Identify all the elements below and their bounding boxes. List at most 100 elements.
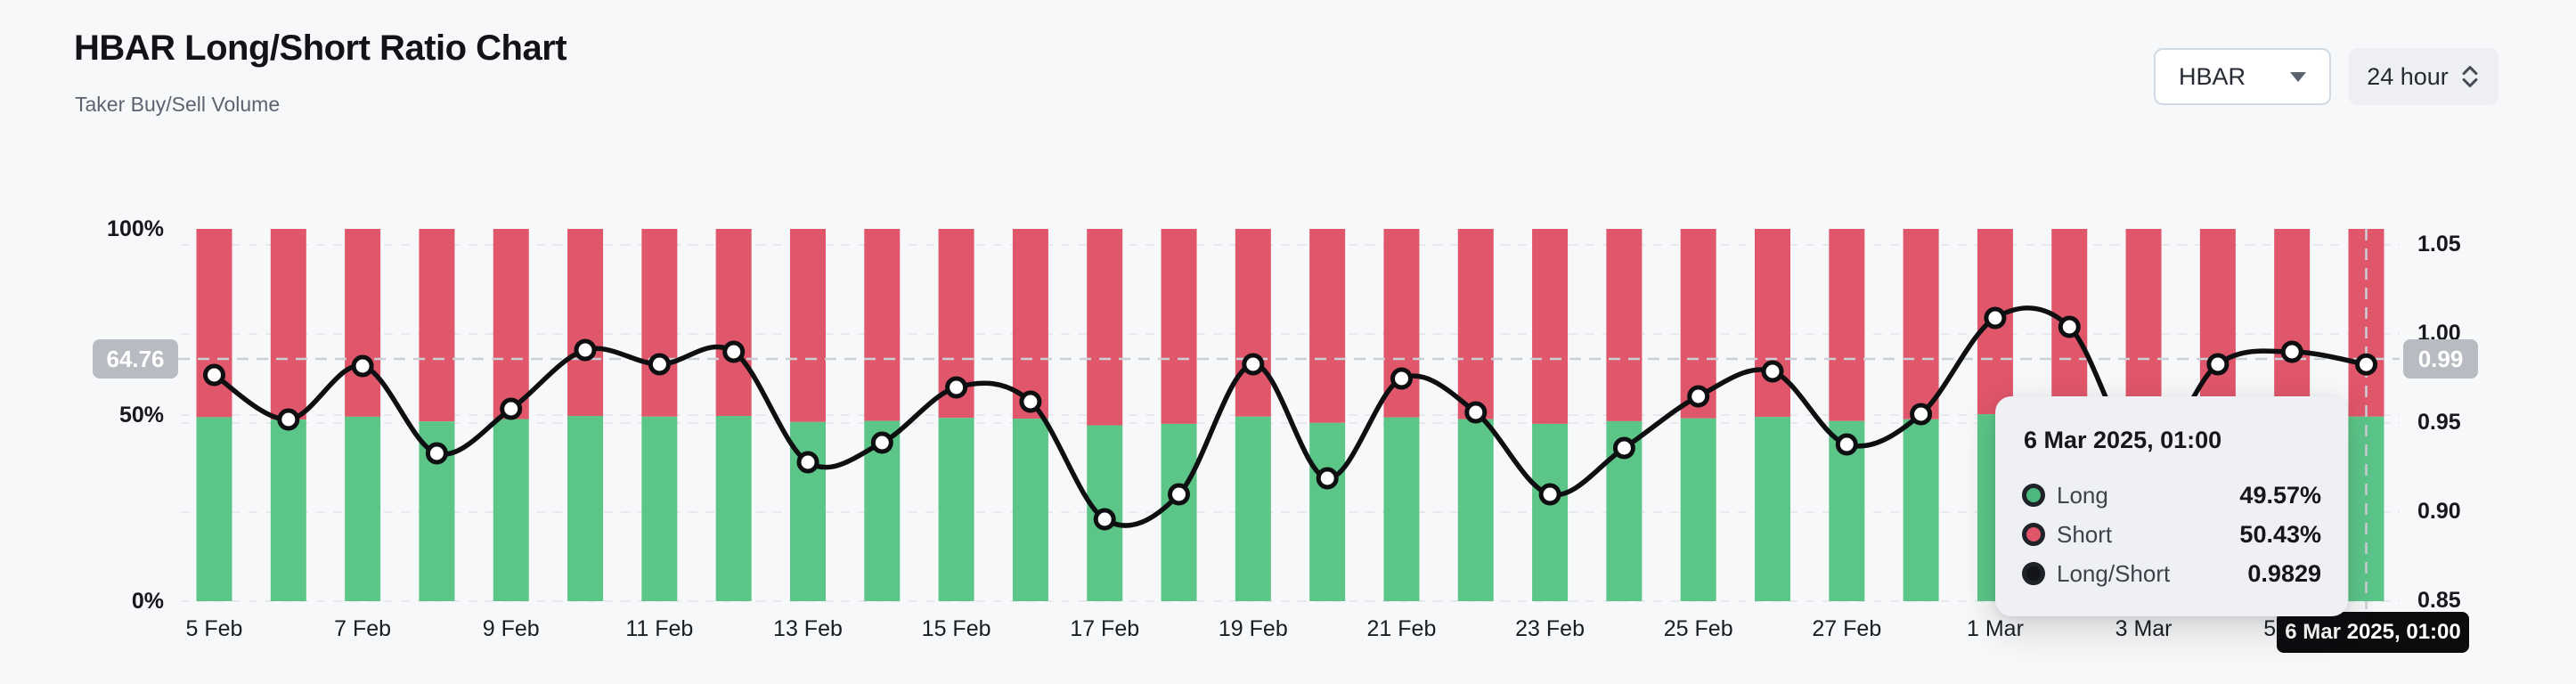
line-marker[interactable] — [870, 431, 893, 454]
tooltip-row-value: 0.9829 — [2247, 559, 2321, 587]
right-tick-label: 0.95 — [2417, 410, 2461, 435]
x-tick-label: 9 Feb — [482, 616, 540, 641]
bar-short[interactable] — [1235, 229, 1271, 417]
line-marker[interactable] — [574, 338, 597, 362]
tooltip-row-value: 50.43% — [2239, 520, 2321, 548]
bar-short[interactable] — [270, 229, 306, 420]
bar-short[interactable] — [567, 229, 604, 416]
bar-long[interactable] — [641, 416, 678, 601]
crosshair-left-badge: 64.76 — [93, 339, 178, 379]
line-marker[interactable] — [1019, 390, 1042, 413]
bar-long[interactable] — [1383, 417, 1420, 601]
bar-long[interactable] — [938, 418, 974, 601]
x-tick-label: 7 Feb — [334, 616, 392, 641]
line-marker[interactable] — [796, 451, 819, 474]
line-marker[interactable] — [648, 353, 671, 376]
line-marker[interactable] — [1316, 467, 1339, 490]
bar-long[interactable] — [270, 419, 306, 601]
bar-short[interactable] — [2125, 229, 2162, 422]
bar-long[interactable] — [715, 416, 752, 601]
line-marker[interactable] — [2280, 340, 2303, 363]
tooltip-row-ratio: Long/Short 0.9829 — [2022, 554, 2321, 593]
page-title: HBAR Long/Short Ratio Chart — [74, 28, 567, 68]
line-marker[interactable] — [500, 397, 523, 420]
line-marker[interactable] — [1093, 508, 1116, 531]
x-tick-label: 13 Feb — [773, 616, 843, 641]
bar-short[interactable] — [641, 229, 678, 417]
bar-long[interactable] — [493, 419, 529, 602]
tooltip-row-label: Long — [2057, 481, 2108, 509]
line-marker[interactable] — [1390, 367, 1413, 390]
bar-long[interactable] — [1532, 423, 1569, 601]
bar-short[interactable] — [1309, 229, 1346, 423]
bar-short[interactable] — [419, 229, 455, 422]
line-marker[interactable] — [1538, 483, 1561, 506]
bar-short[interactable] — [1012, 229, 1048, 419]
line-marker[interactable] — [1168, 483, 1190, 506]
bar-short[interactable] — [1087, 229, 1123, 426]
line-marker[interactable] — [1910, 403, 1933, 426]
ratio-dot-icon — [2022, 562, 2045, 585]
line-marker[interactable] — [1761, 360, 1784, 383]
bar-short[interactable] — [2348, 229, 2384, 417]
x-tick-label: 19 Feb — [1218, 616, 1288, 641]
bar-long[interactable] — [1903, 419, 1939, 601]
bar-short[interactable] — [789, 229, 826, 422]
right-tick-label: 0.90 — [2417, 499, 2461, 524]
bar-short[interactable] — [864, 229, 901, 421]
line-marker[interactable] — [351, 354, 374, 378]
line-marker[interactable] — [1464, 401, 1488, 424]
x-tick-label: 5 Feb — [185, 616, 243, 641]
crosshair-date-badge: 6 Mar 2025, 01:00 — [2277, 612, 2469, 653]
interval-select-dropdown[interactable]: 24 hour — [2349, 48, 2499, 105]
bar-short[interactable] — [345, 229, 381, 417]
bar-short[interactable] — [1755, 229, 1791, 418]
line-marker[interactable] — [1984, 306, 2007, 330]
right-tick-label: 1.05 — [2417, 232, 2461, 256]
line-marker[interactable] — [2206, 353, 2230, 376]
line-marker[interactable] — [1612, 436, 1635, 460]
bar-long[interactable] — [1309, 422, 1346, 601]
line-marker[interactable] — [722, 340, 746, 363]
bar-long[interactable] — [1161, 423, 1197, 601]
tooltip-row-short: Short 50.43% — [2022, 515, 2321, 554]
interval-select-value: 24 hour — [2367, 62, 2449, 90]
line-marker[interactable] — [277, 408, 300, 431]
bar-short[interactable] — [2199, 229, 2236, 417]
coin-select-dropdown[interactable]: HBAR — [2154, 48, 2331, 105]
caret-down-icon — [2290, 71, 2306, 82]
crosshair-right-badge: 0.99 — [2403, 339, 2478, 379]
left-tick-label: 0% — [131, 589, 164, 614]
bar-short[interactable] — [493, 229, 529, 419]
bar-long[interactable] — [1012, 419, 1048, 601]
x-tick-label: 15 Feb — [921, 616, 991, 641]
bar-short[interactable] — [1532, 229, 1569, 424]
bar-short[interactable] — [196, 229, 232, 418]
bar-long[interactable] — [1457, 419, 1494, 601]
line-marker[interactable] — [1835, 433, 1858, 456]
line-marker[interactable] — [203, 363, 225, 387]
line-marker[interactable] — [1242, 353, 1265, 376]
bar-short[interactable] — [1829, 229, 1865, 421]
bar-long[interactable] — [196, 417, 232, 601]
bar-short[interactable] — [2274, 229, 2311, 416]
line-marker[interactable] — [945, 376, 968, 399]
bar-long[interactable] — [345, 416, 381, 601]
bar-long[interactable] — [1680, 418, 1716, 601]
line-marker[interactable] — [1687, 385, 1710, 408]
tooltip-row-value: 49.57% — [2239, 481, 2321, 509]
bar-long[interactable] — [1755, 417, 1791, 601]
line-marker[interactable] — [2058, 315, 2081, 338]
x-tick-label: 23 Feb — [1515, 616, 1585, 641]
bar-short[interactable] — [1161, 229, 1197, 424]
left-tick-label: 100% — [107, 216, 164, 241]
bar-short[interactable] — [1457, 229, 1494, 419]
bar-short[interactable] — [1903, 229, 1939, 419]
chart-tooltip: 6 Mar 2025, 01:00 Long 49.57% Short 50.4… — [1995, 396, 2348, 616]
bar-short[interactable] — [715, 229, 752, 416]
bar-long[interactable] — [567, 416, 604, 601]
line-marker[interactable] — [2355, 353, 2377, 376]
line-marker[interactable] — [425, 442, 448, 465]
bar-long[interactable] — [1235, 416, 1271, 601]
bar-short[interactable] — [1606, 229, 1643, 421]
